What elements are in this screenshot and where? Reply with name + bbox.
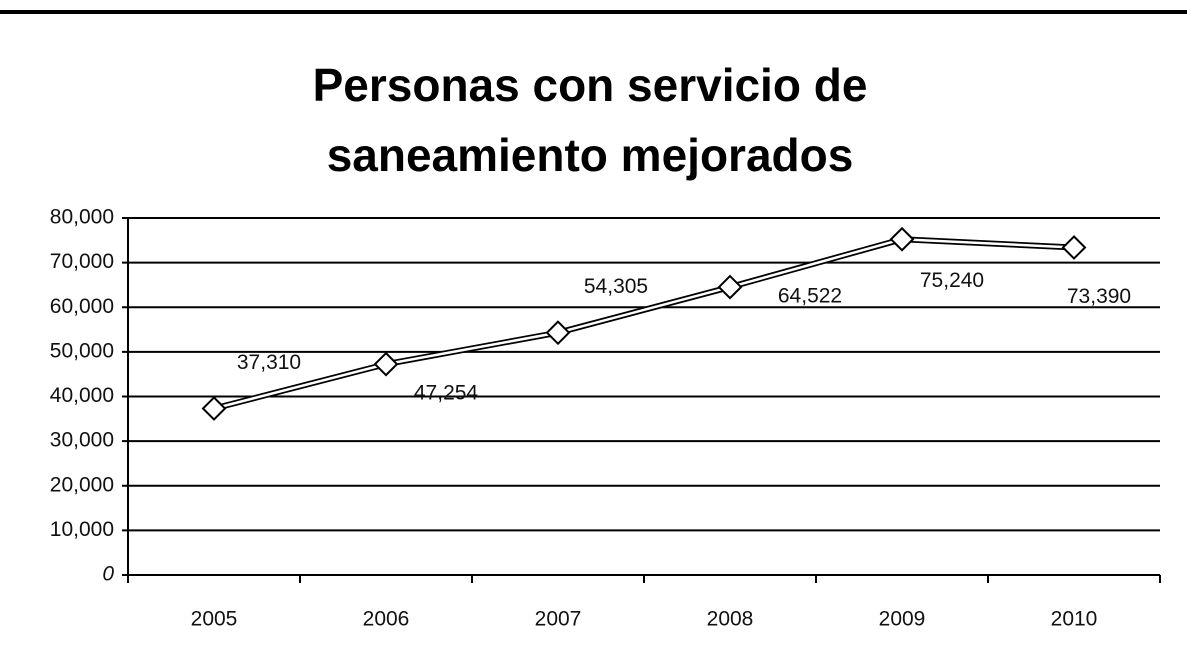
y-tick-label: 60,000 xyxy=(50,295,114,318)
chart-title: Personas con servicio de saneamiento mej… xyxy=(312,59,868,181)
marker xyxy=(373,351,399,377)
y-tick-label: 30,000 xyxy=(50,429,114,452)
marker xyxy=(545,320,571,346)
x-tick-label: 2009 xyxy=(879,608,926,631)
marker xyxy=(1061,235,1087,260)
y-tick-label: 50,000 xyxy=(50,339,114,362)
data-label: 75,240 xyxy=(920,269,984,292)
x-tick-label: 2007 xyxy=(535,608,582,631)
x-tick-label: 2008 xyxy=(707,608,754,631)
y-tick-label: 20,000 xyxy=(50,473,114,496)
marker xyxy=(889,226,915,252)
y-tick-label: 10,000 xyxy=(50,518,114,541)
series-line xyxy=(213,237,1075,410)
marker xyxy=(201,396,227,421)
x-tick-label: 2006 xyxy=(363,608,410,631)
data-label: 64,522 xyxy=(778,285,842,308)
data-label: 73,390 xyxy=(1067,285,1131,308)
data-label: 47,254 xyxy=(414,382,479,405)
y-tick-label: 80,000 xyxy=(50,206,114,229)
y-tick-label: 40,000 xyxy=(50,384,114,407)
series-line-outline xyxy=(213,236,1075,412)
y-tick-label: 0 xyxy=(102,563,114,586)
data-label: 37,310 xyxy=(237,351,301,374)
y-tick-label: 70,000 xyxy=(50,250,114,273)
data-label: 54,305 xyxy=(584,275,648,298)
x-tick-label: 2005 xyxy=(191,608,238,631)
marker xyxy=(717,274,743,300)
x-tick-label: 2010 xyxy=(1051,608,1098,631)
